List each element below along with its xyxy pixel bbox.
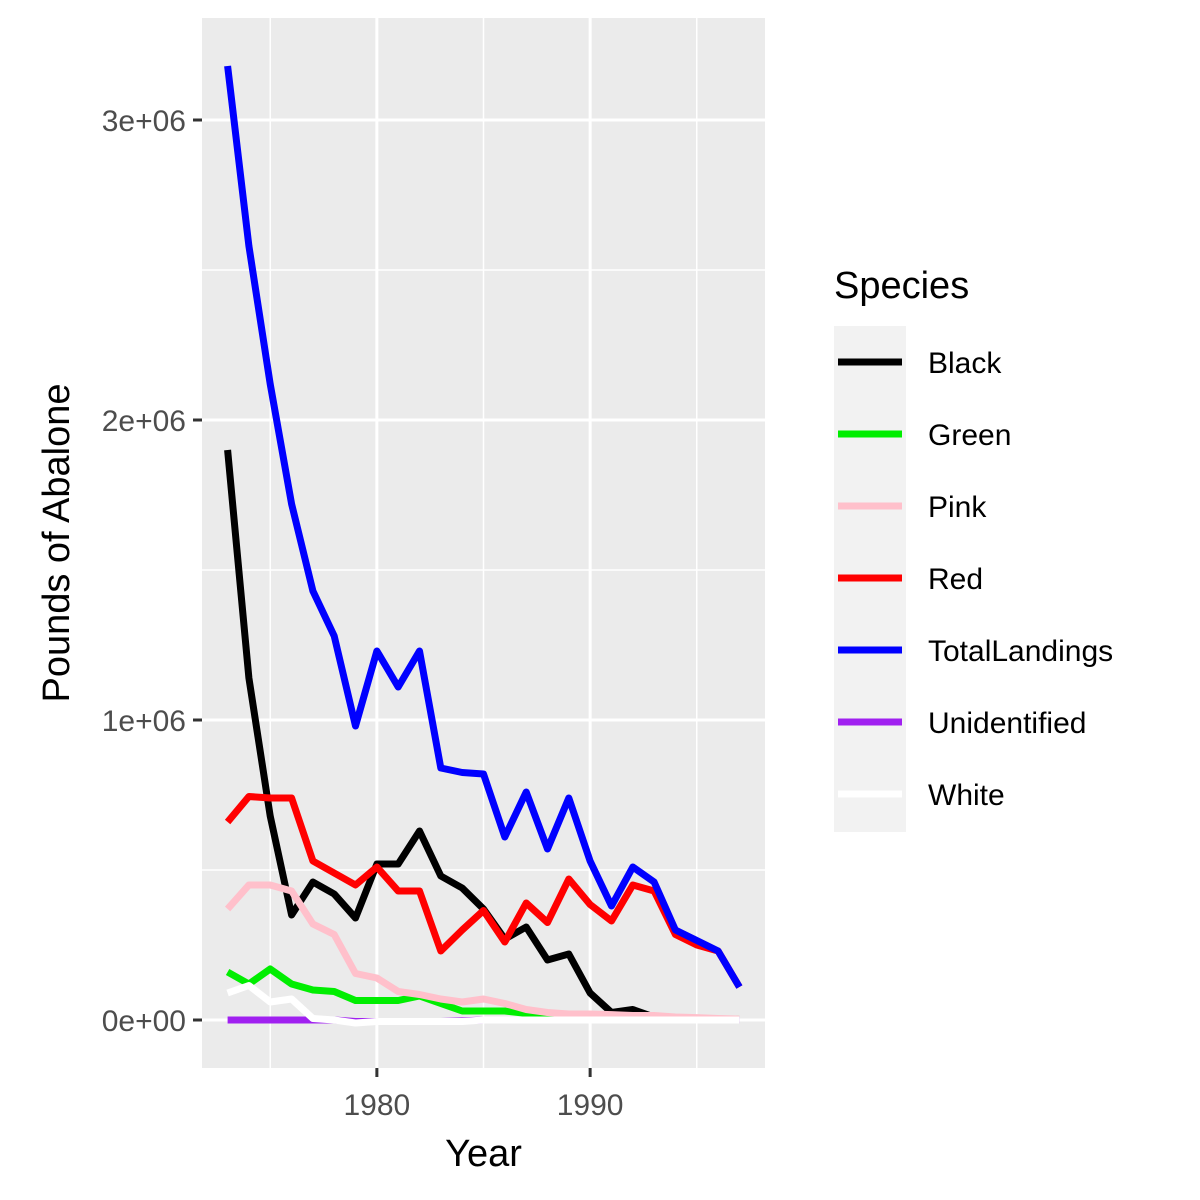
y-axis-title: Pounds of Abalone (36, 383, 78, 702)
legend-item-unidentified: Unidentified (838, 707, 1086, 740)
x-tick-labels: 1980 1990 (343, 1089, 623, 1122)
legend-label: TotalLandings (928, 635, 1113, 668)
series-line-white (226, 982, 740, 1027)
y-tick-labels: 0e+00 1e+06 2e+06 3e+06 (102, 105, 186, 1038)
legend-label: Red (928, 563, 983, 596)
legend-title: Species (834, 265, 969, 307)
series-lines (224, 65, 743, 1027)
legend-item-white: White (838, 779, 1005, 812)
axis-ticks (193, 118, 592, 1077)
legend-item-red: Red (838, 563, 983, 596)
legend-item-totallandings: TotalLandings (838, 635, 1113, 668)
legend-label: Green (928, 419, 1011, 452)
legend-label: Pink (928, 491, 987, 524)
legend-item-pink: Pink (838, 491, 987, 524)
series-line-red (224, 793, 743, 989)
x-tick-label: 1990 (557, 1089, 624, 1122)
minor-grid (202, 18, 765, 1068)
legend: Species Black Green Pink Red TotalLandings Un… (834, 265, 1113, 832)
legend-label: Unidentified (928, 707, 1086, 740)
legend-label: Black (928, 347, 1002, 380)
legend-items: Black Green Pink Red TotalLandings Unidentifi… (838, 347, 1113, 812)
series-line-pink (224, 881, 740, 1023)
x-tick-label: 1980 (343, 1089, 410, 1122)
y-tick-label: 0e+00 (102, 1005, 186, 1038)
legend-label: White (928, 779, 1005, 812)
y-tick-label: 2e+06 (102, 405, 186, 438)
series-line-totallandings (224, 65, 743, 989)
legend-item-black: Black (838, 347, 1002, 380)
x-axis-title: Year (445, 1133, 522, 1175)
legend-item-green: Green (838, 419, 1011, 452)
y-tick-label: 3e+06 (102, 105, 186, 138)
y-tick-label: 1e+06 (102, 705, 186, 738)
